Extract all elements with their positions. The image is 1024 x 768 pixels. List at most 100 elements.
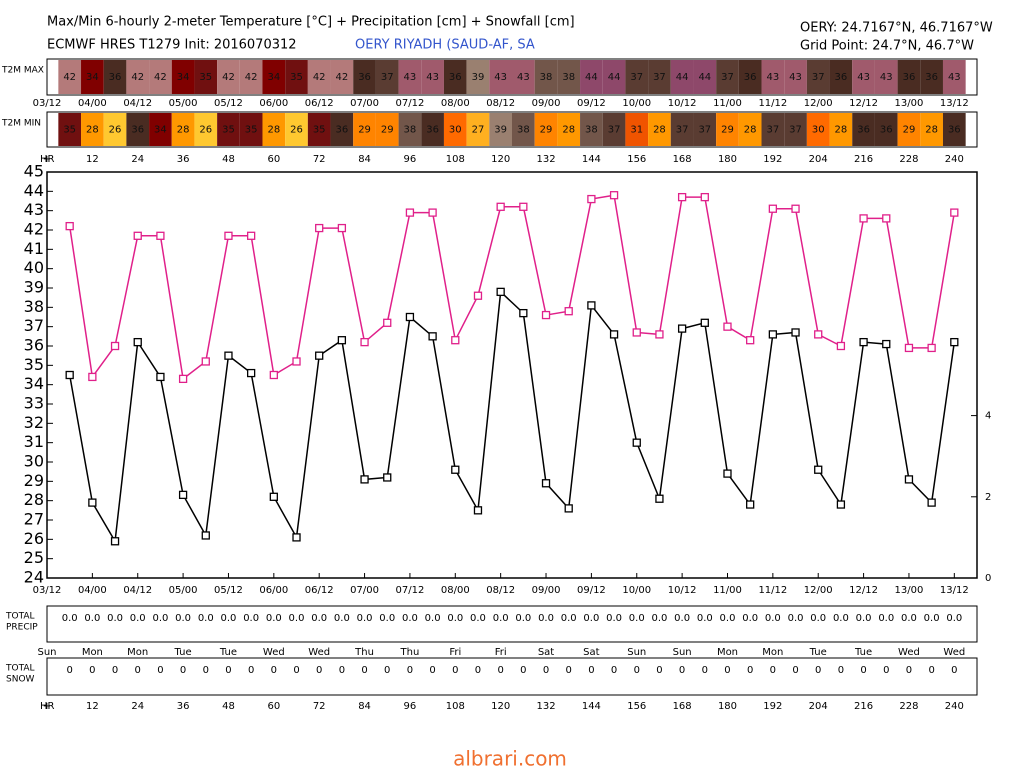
hr-tick-label: 120 <box>491 154 510 165</box>
cell-label: 44 <box>585 72 598 83</box>
day-label: Sun <box>627 647 646 658</box>
day-label: Sat <box>583 647 599 658</box>
date-label: 07/00 <box>350 98 379 109</box>
value-label: 0.0 <box>84 613 100 624</box>
temp-cell <box>670 60 694 94</box>
point-marker <box>246 231 256 240</box>
point-marker <box>405 208 415 217</box>
value-label: 0 <box>135 665 141 676</box>
value-label: 0 <box>89 665 95 676</box>
hr-tick-label: + <box>43 701 51 712</box>
temp-cell <box>285 113 308 146</box>
hr-tick-label: 60 <box>267 701 280 712</box>
temp-cell <box>466 113 490 146</box>
value-label: 0.0 <box>856 613 872 624</box>
hr-tick-label: 48 <box>222 701 235 712</box>
temp-cell <box>353 113 376 146</box>
cell-label: 37 <box>381 72 394 83</box>
cell-label: 28 <box>562 125 575 136</box>
hr-label: HR <box>40 701 55 712</box>
value-label: 0.0 <box>493 613 509 624</box>
point-marker <box>315 223 324 233</box>
hr-tick-label: 36 <box>177 701 190 712</box>
value-label: 0 <box>248 665 254 676</box>
point-marker <box>246 368 256 378</box>
temp-cell <box>806 113 830 146</box>
date-label: 08/00 <box>441 98 470 109</box>
point-marker <box>882 339 891 349</box>
value-label: 0 <box>860 665 866 676</box>
point-marker <box>587 301 596 310</box>
cell-label: 42 <box>313 72 326 83</box>
cell-label: 35 <box>63 125 76 136</box>
point-marker <box>110 341 120 351</box>
y-tick-label: 40 <box>24 258 44 277</box>
temp-cell <box>262 60 286 94</box>
point-marker <box>473 291 483 300</box>
point-marker <box>927 498 936 507</box>
temp-cell <box>852 60 875 94</box>
cell-label: 37 <box>698 125 711 136</box>
value-label: 0.0 <box>651 613 667 624</box>
hr-tick-label: 144 <box>582 701 601 712</box>
hr-tick-label: 192 <box>763 701 782 712</box>
date-label: 11/00 <box>713 98 742 109</box>
point-marker <box>451 336 460 345</box>
cell-label: 28 <box>86 125 99 136</box>
value-label: 0.0 <box>107 613 123 624</box>
temp-cell <box>353 60 376 94</box>
point-marker <box>609 330 619 339</box>
hr-tick-label: 72 <box>313 701 326 712</box>
day-label: Sat <box>538 647 554 658</box>
temp-cell <box>738 60 762 94</box>
temp-cell <box>693 60 717 94</box>
cell-label: 42 <box>63 72 76 83</box>
cell-label: 37 <box>653 72 666 83</box>
y-tick-label: 37 <box>24 316 44 335</box>
cell-label: 43 <box>494 72 507 83</box>
temp-line <box>68 194 956 381</box>
grid-point: Grid Point: 24.7°N, 46.7°W <box>800 39 974 54</box>
hr-tick-label: 84 <box>358 154 371 165</box>
point-marker <box>746 500 755 509</box>
point-marker <box>655 494 664 503</box>
cell-label: 36 <box>426 125 439 136</box>
point-marker <box>564 504 573 513</box>
chart-subtitle: ECMWF HRES T1279 Init: 2016070312 <box>47 38 297 53</box>
value-label: 0 <box>520 665 526 676</box>
point-marker <box>428 208 437 217</box>
temp-cell <box>398 113 422 146</box>
cell-label: 38 <box>562 72 575 83</box>
y-tick-label: 28 <box>24 490 44 509</box>
date-label: 10/00 <box>622 585 651 596</box>
value-label: 0.0 <box>810 613 826 624</box>
value-label: 0 <box>271 665 277 676</box>
temp-cell <box>874 60 898 94</box>
date-label: 12/00 <box>804 98 833 109</box>
temp-cell <box>149 60 172 94</box>
cell-label: 36 <box>948 125 961 136</box>
date-label: 10/12 <box>668 98 697 109</box>
cell-label: 34 <box>177 72 190 83</box>
point-marker <box>700 192 709 202</box>
value-label: 0.0 <box>697 613 713 624</box>
cell-label: 37 <box>789 125 802 136</box>
cell-label: 36 <box>857 125 870 136</box>
cell-label: 42 <box>222 72 235 83</box>
temp-cell <box>897 60 921 94</box>
value-label: 0 <box>770 665 776 676</box>
point-marker <box>768 330 778 339</box>
temp-cell <box>307 113 331 146</box>
value-label: 0.0 <box>924 613 940 624</box>
date-label: 08/12 <box>486 98 515 109</box>
date-label: 05/12 <box>214 98 243 109</box>
cell-label: 29 <box>540 125 553 136</box>
temp-cell <box>194 113 218 146</box>
point-marker <box>814 465 823 474</box>
value-label: 0 <box>475 665 481 676</box>
cell-label: 34 <box>267 72 280 83</box>
cell-label: 26 <box>109 125 122 136</box>
y-tick-label: 45 <box>24 162 44 181</box>
cell-label: 36 <box>925 72 938 83</box>
temp-cell <box>625 60 649 94</box>
